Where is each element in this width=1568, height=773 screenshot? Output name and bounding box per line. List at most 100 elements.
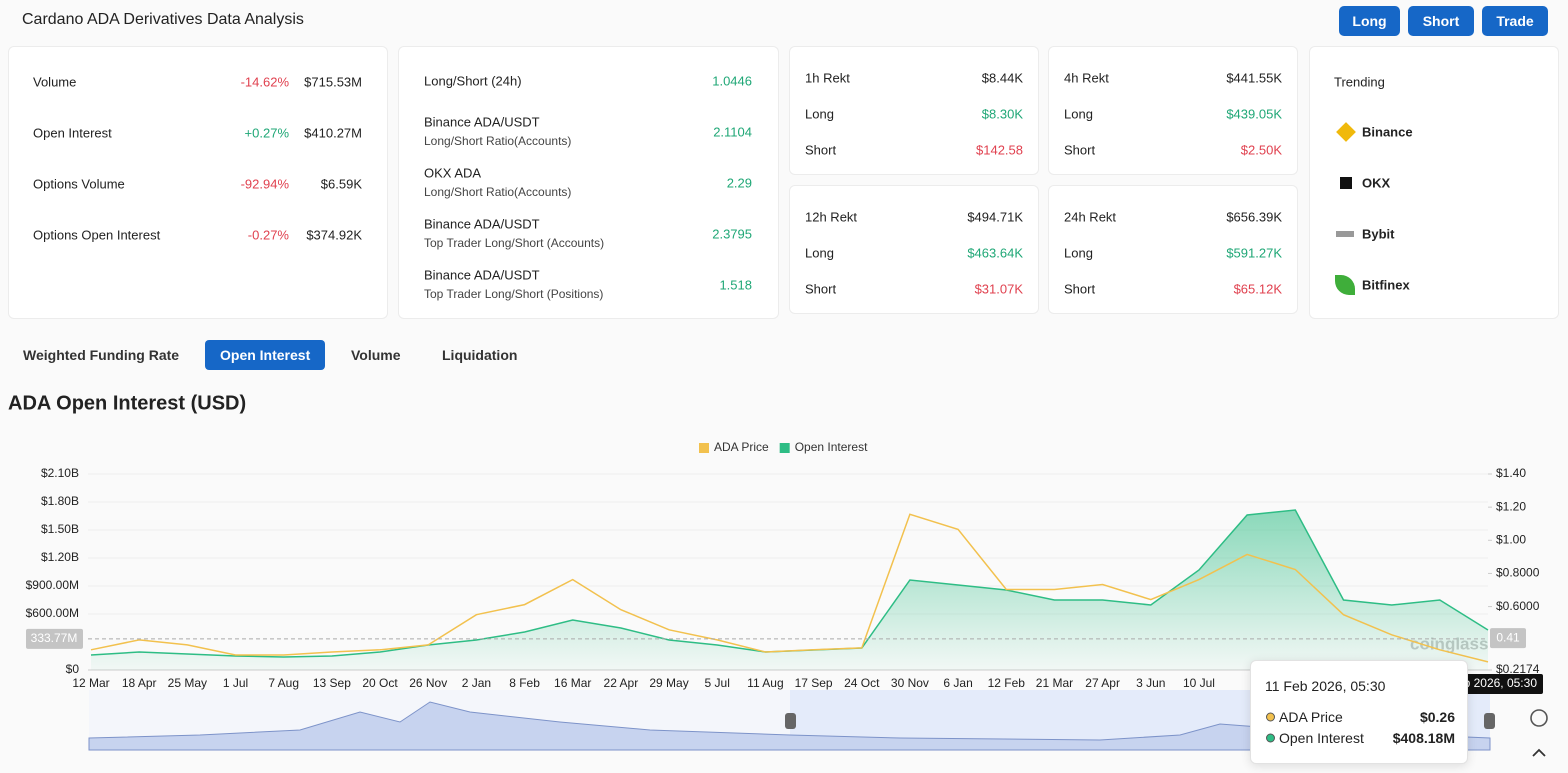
ratio-subtitle: Long/Short Ratio(Accounts)	[424, 185, 572, 199]
long-button[interactable]: Long	[1339, 6, 1400, 36]
tab[interactable]: Liquidation	[442, 347, 518, 363]
exchange-icon	[1336, 231, 1354, 237]
rekt-long-label: Long	[805, 106, 834, 122]
crosshair-label-bg	[26, 628, 83, 649]
legend-swatch	[699, 443, 709, 453]
navigator-handle[interactable]	[785, 713, 796, 729]
y-tick-label: $2.10B	[41, 466, 79, 480]
short-button[interactable]: Short	[1408, 6, 1474, 36]
ratio-subtitle: Top Trader Long/Short (Positions)	[424, 287, 604, 301]
y2-tick-label: $1.40	[1496, 466, 1526, 480]
ratio-value: 1.0446	[712, 73, 752, 89]
rekt-long: $591.27K	[1226, 245, 1282, 261]
ratio-value: 2.1104	[713, 124, 752, 140]
x-tick-label: 3 Jun	[1136, 676, 1165, 690]
series-line	[90, 513, 1489, 663]
stat-change: -14.62%	[240, 74, 289, 90]
y2-tick-label: $1.00	[1496, 532, 1526, 546]
scroll-top-icon[interactable]	[1532, 748, 1546, 757]
y2-tick-label: $1.20	[1496, 499, 1526, 513]
rekt-total: $441.55K	[1226, 70, 1282, 86]
rekt-title: 4h Rekt	[1064, 70, 1109, 86]
trade-button[interactable]: Trade	[1482, 6, 1548, 36]
legend-swatch	[779, 443, 790, 453]
legend-label: Open Interest	[795, 440, 868, 454]
ratio-subtitle: Top Trader Long/Short (Accounts)	[424, 236, 605, 250]
tooltip-value: $408.18M	[1392, 730, 1455, 746]
ratio-value: 1.518	[719, 277, 752, 293]
stat-change: +0.27%	[244, 125, 289, 141]
navigator-handle[interactable]	[1484, 713, 1495, 729]
rekt-title: 1h Rekt	[805, 70, 850, 86]
stat-label: Volume	[33, 74, 77, 90]
stat-change: -92.94%	[240, 176, 289, 192]
rekt-total: $8.44K	[981, 70, 1023, 86]
stat-label: Options Volume	[33, 176, 125, 192]
x-tick-label: 29 May	[649, 676, 688, 690]
tab[interactable]: Volume	[351, 347, 401, 363]
y-tick-label: $1.20B	[41, 550, 79, 564]
x-tick-label: 10 Jul	[1183, 676, 1215, 690]
ratio-title: Long/Short (24h)	[424, 73, 522, 89]
y-tick-label: $0	[66, 662, 80, 676]
rekt-short: $142.58	[976, 142, 1023, 158]
rekt-long-label: Long	[1064, 245, 1093, 261]
x-tick-label: 5 Jul	[705, 676, 730, 690]
rekt-card: 12h Rekt $494.71K Long $463.64K Short $31.07K	[789, 185, 1039, 314]
exchange-name[interactable]: Bitfinex	[1362, 277, 1410, 293]
tab[interactable]: Weighted Funding Rate	[23, 347, 180, 363]
ratio-title: OKX ADA	[424, 165, 482, 181]
ratio-value: 2.3795	[712, 226, 752, 242]
rekt-short: $65.12K	[1233, 281, 1282, 297]
rekt-total: $656.39K	[1226, 209, 1282, 225]
x-tick-label: 7 Aug	[268, 676, 299, 690]
exchange-name[interactable]: OKX	[1362, 175, 1391, 191]
settings-icon[interactable]	[1530, 709, 1548, 727]
stat-value: $6.59K	[320, 176, 362, 192]
exchange-icon	[1340, 177, 1352, 189]
x-tick-label: 26 Nov	[409, 676, 447, 690]
rekt-short-label: Short	[805, 281, 837, 297]
rekt-card: 1h Rekt $8.44K Long $8.30K Short $142.58	[789, 46, 1039, 175]
rekt-short-label: Short	[1064, 142, 1096, 158]
tooltip-dot	[1266, 712, 1275, 722]
page-title: Cardano ADA Derivatives Data Analysis	[22, 11, 304, 28]
tooltip-name: ADA Price	[1279, 709, 1343, 725]
tooltip-value: $0.26	[1419, 709, 1455, 725]
watermark: coinglass	[1410, 634, 1488, 653]
crosshair-label: 0.41	[1496, 630, 1520, 644]
ratio-title: Binance ADA/USDT	[424, 114, 540, 130]
x-tick-label: 2 Jan	[462, 676, 491, 690]
stat-label: Open Interest	[33, 125, 112, 141]
y-tick-label: $1.50B	[41, 522, 79, 536]
tab[interactable]: Open Interest	[205, 340, 326, 370]
x-tick-label: 6 Jan	[943, 676, 972, 690]
rekt-long: $463.64K	[967, 245, 1023, 261]
rekt-long-label: Long	[1064, 106, 1093, 122]
ratio-title: Binance ADA/USDT	[424, 267, 540, 283]
tooltip-name: Open Interest	[1279, 730, 1364, 746]
ratio-card	[398, 46, 779, 319]
x-tick-label: 11 Aug	[747, 676, 783, 690]
x-tick-label: 8 Feb	[509, 676, 540, 690]
rekt-title: 12h Rekt	[805, 209, 858, 225]
tooltip-date: 11 Feb 2026, 05:30	[1265, 678, 1386, 694]
x-tick-label: 30 Nov	[891, 676, 929, 690]
market-card	[8, 46, 388, 319]
rekt-card: 4h Rekt $441.55K Long $439.05K Short $2.50K	[1048, 46, 1298, 175]
legend-label: ADA Price	[714, 440, 769, 454]
exchange-name[interactable]: Binance	[1362, 124, 1413, 140]
tooltip: 11 Feb 2026, 05:30 ADA Price $0.26 Open Int…	[1250, 660, 1468, 764]
x-tick-label: 12 Mar	[72, 676, 109, 690]
exchange-name[interactable]: Bybit	[1362, 226, 1395, 242]
chart-title: ADA Open Interest (USD)	[8, 392, 247, 415]
crosshair-label-bg	[1490, 628, 1526, 649]
x-tick-label: 27 Apr	[1085, 676, 1120, 690]
ratio-title: Binance ADA/USDT	[424, 216, 540, 232]
series-area	[91, 510, 1488, 670]
tooltip-dot	[1266, 733, 1275, 743]
series-line	[90, 509, 1489, 658]
stat-value: $410.27M	[304, 125, 362, 141]
